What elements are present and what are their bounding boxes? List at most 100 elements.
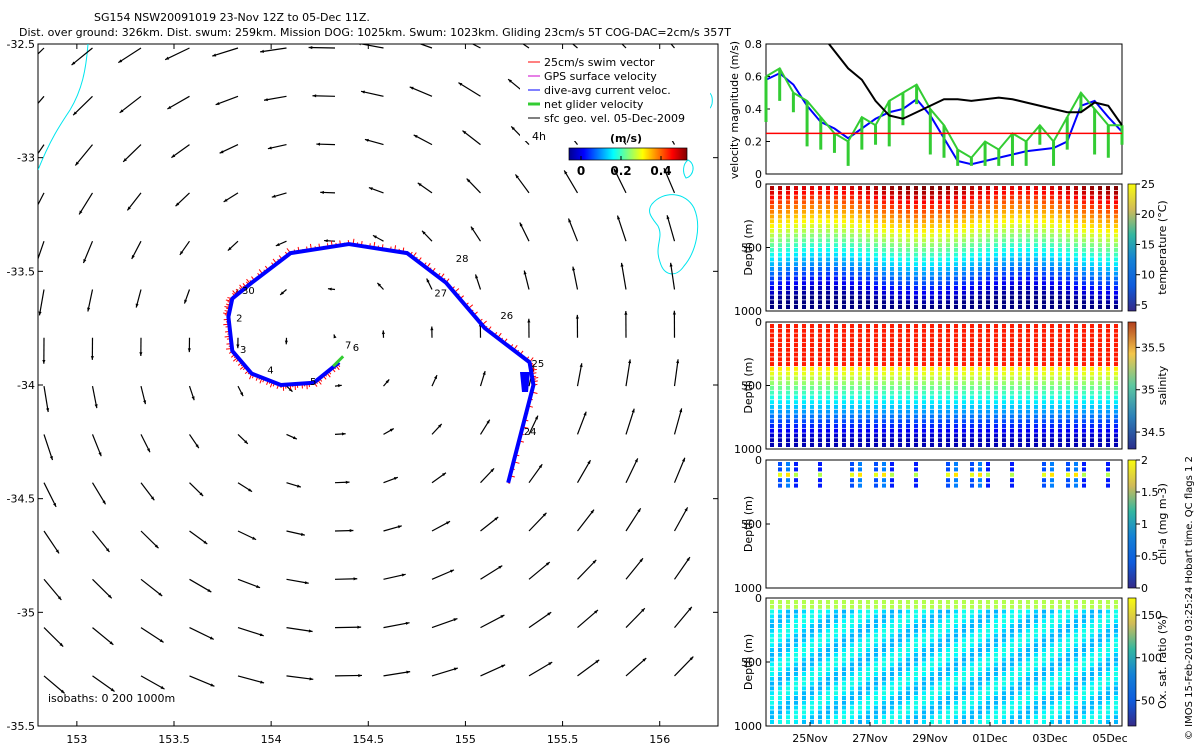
oxygen-sample xyxy=(1050,662,1054,667)
temperature-sample xyxy=(962,228,966,233)
temperature-sample xyxy=(1042,305,1046,309)
temperature-sample xyxy=(1026,243,1030,248)
oxygen-sample xyxy=(906,657,910,662)
chla-sample xyxy=(818,472,822,477)
velocity-arrowhead xyxy=(453,667,458,671)
temperature-sample xyxy=(1018,186,1022,190)
oxygen-sample xyxy=(1002,672,1006,676)
salinity-sample xyxy=(802,347,806,352)
temperature-sample xyxy=(1114,262,1118,267)
oxygen-sample xyxy=(794,600,798,604)
oxygen-sample xyxy=(834,624,838,628)
salinity-sample xyxy=(1098,328,1102,333)
temperature-sample xyxy=(842,224,846,229)
oxygen-sample xyxy=(914,691,918,696)
temperature-sample xyxy=(874,228,878,233)
oxygen-sample xyxy=(986,600,990,604)
oxygen-sample xyxy=(1074,676,1078,681)
temperature-sample xyxy=(834,228,838,233)
time-xtick-label: 05Dec xyxy=(1092,732,1127,745)
temperature-sample xyxy=(954,266,958,271)
oxygen-sample xyxy=(1002,700,1006,705)
chla-sample xyxy=(1106,478,1110,483)
oxygen-sample xyxy=(882,696,886,700)
salinity-sample xyxy=(802,328,806,333)
current-fan xyxy=(520,372,530,392)
oxygen-sample xyxy=(954,686,958,691)
oxygen-sample xyxy=(946,624,950,628)
temperature-sample xyxy=(1042,219,1046,224)
oxygen-sample xyxy=(914,720,918,724)
oxygen-sample xyxy=(1058,691,1062,696)
oxygen-sample xyxy=(954,691,958,696)
oxygen-sample xyxy=(946,662,950,667)
salinity-sample xyxy=(994,409,998,414)
salinity-sample xyxy=(994,328,998,333)
salinity-sample xyxy=(1090,395,1094,400)
oxygen-sample xyxy=(1066,667,1070,672)
salinity-sample xyxy=(914,443,918,447)
oxygen-sample xyxy=(922,638,926,643)
temperature-sample xyxy=(1058,200,1062,205)
temperature-sample xyxy=(1010,290,1014,295)
salinity-sample xyxy=(866,395,870,400)
oxygen-sample xyxy=(802,662,806,667)
temperature-sample xyxy=(826,205,830,210)
oxygen-sample xyxy=(1098,691,1102,696)
salinity-sample xyxy=(930,324,934,328)
salinity-sample xyxy=(1082,414,1086,419)
oxygen-sample xyxy=(914,652,918,657)
salinity-sample xyxy=(962,390,966,395)
temperature-sample xyxy=(874,266,878,271)
temperature-sample xyxy=(986,295,990,300)
temperature-sample xyxy=(962,290,966,295)
temperature-sample xyxy=(1098,247,1102,252)
temperature-sample xyxy=(954,305,958,309)
temperature-sample xyxy=(970,214,974,219)
salinity-sample xyxy=(914,324,918,328)
temperature-sample xyxy=(898,190,902,195)
temperature-sample xyxy=(1114,300,1118,305)
chla-ylabel: Depth (m) xyxy=(742,496,755,552)
chla-sample xyxy=(946,478,950,483)
temperature-sample xyxy=(946,247,950,252)
oxygen-sample xyxy=(986,652,990,657)
oxygen-sample xyxy=(906,672,910,676)
velocity-arrowhead xyxy=(109,641,114,645)
salinity-sample xyxy=(906,362,910,367)
oxygen-sample xyxy=(1058,600,1062,604)
salinity-sample xyxy=(994,414,998,419)
temperature-sample xyxy=(898,285,902,290)
temperature-sample xyxy=(1010,285,1014,290)
salinity-sample xyxy=(826,395,830,400)
velocity-arrowhead xyxy=(308,46,313,50)
velocity-arrowhead xyxy=(417,182,422,187)
oxygen-sample xyxy=(1034,700,1038,705)
salinity-sample xyxy=(858,409,862,414)
salinity-sample xyxy=(770,338,774,343)
temperature-sample xyxy=(1018,300,1022,305)
temperature-sample xyxy=(1026,209,1030,214)
salinity-sample xyxy=(842,409,846,414)
temperature-sample xyxy=(1050,300,1054,305)
temperature-sample xyxy=(858,224,862,229)
salinity-sample xyxy=(826,428,830,433)
oxygen-sample xyxy=(1026,672,1030,676)
temperature-sample xyxy=(810,285,814,290)
temperature-sample xyxy=(802,190,806,195)
salinity-sample xyxy=(986,433,990,438)
salinity-sample xyxy=(970,390,974,395)
salinity-sample xyxy=(914,376,918,381)
oxygen-sample xyxy=(770,619,774,624)
salinity-sample xyxy=(882,328,886,333)
salinity-sample xyxy=(930,423,934,428)
oxygen-sample xyxy=(1098,662,1102,667)
temperature-colorbar xyxy=(1127,183,1137,312)
salinity-sample xyxy=(786,419,790,424)
oxygen-sample xyxy=(922,652,926,657)
oxygen-sample xyxy=(834,681,838,686)
temperature-sample xyxy=(1050,247,1054,252)
salinity-sample xyxy=(970,357,974,362)
salinity-sample xyxy=(1034,381,1038,386)
temperature-sample xyxy=(1010,190,1014,195)
